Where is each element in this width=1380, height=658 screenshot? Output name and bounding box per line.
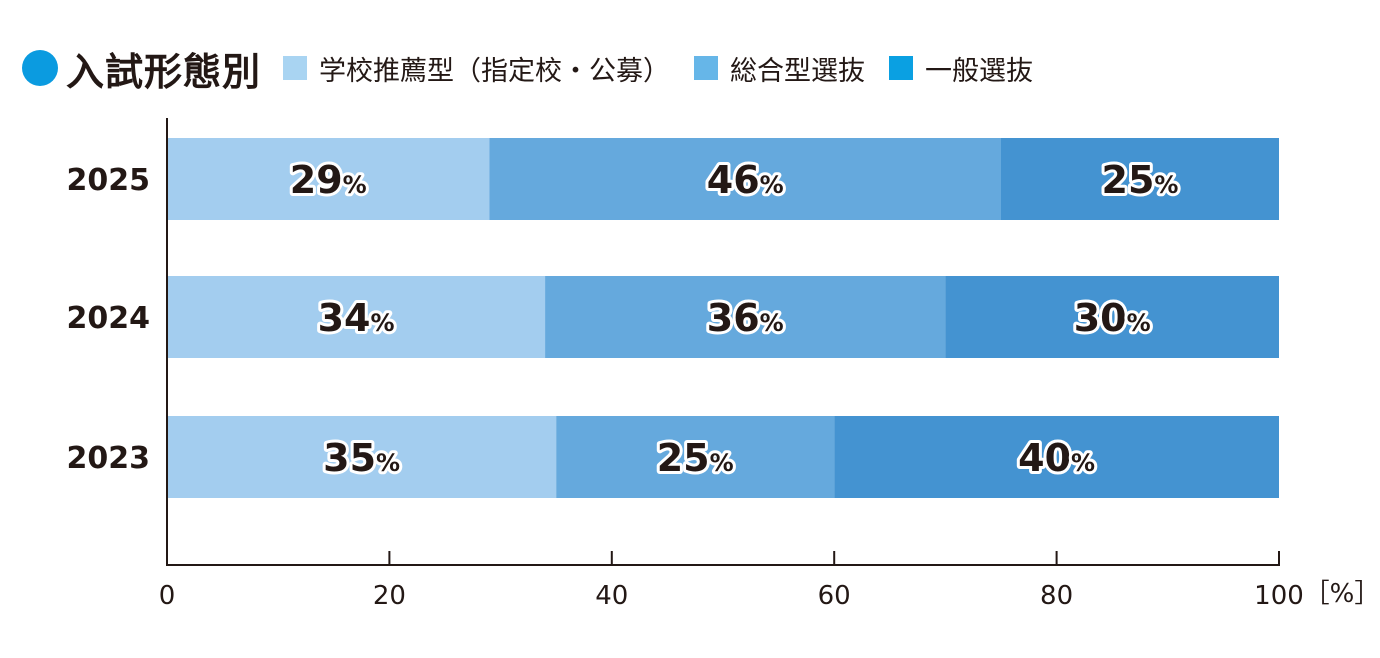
bar-segment [489, 138, 1001, 220]
bar-segment [167, 276, 546, 358]
legend-item-ippan: 一般選抜 [889, 49, 1033, 88]
data-label: 29% [290, 158, 367, 202]
bar-segment [945, 276, 1279, 358]
bar-segment [167, 416, 557, 498]
x-tick-label: 20 [373, 581, 406, 611]
x-tick-label: 100 [1254, 581, 1304, 611]
legend-swatch-suisen [283, 56, 308, 80]
data-label: 36% [707, 296, 784, 340]
y-tick-label: 2024 [67, 301, 151, 336]
legend-swatch-sogo [694, 56, 719, 80]
legend-swatch-ippan [889, 56, 914, 80]
x-tick-label: 60 [818, 581, 851, 611]
data-label: 25% [657, 436, 734, 480]
bar-segment [1001, 138, 1279, 220]
data-label: 25% [1102, 158, 1179, 202]
bar-segment [545, 276, 946, 358]
data-label: 34% [318, 296, 395, 340]
data-label: 40% [1018, 436, 1095, 480]
legend-label-ippan: 一般選抜 [925, 55, 1034, 87]
bar-segment [556, 416, 835, 498]
y-tick-label: 2025 [67, 163, 151, 198]
x-tick-label: 40 [595, 581, 628, 611]
legend-label-sogo: 総合型選抜 [730, 55, 866, 87]
bar-segment [834, 416, 1279, 498]
x-tick-label: 80 [1040, 581, 1073, 611]
chart-title: 入試形態別 [66, 49, 262, 94]
legend: 学校推薦型（指定校・公募） 総合型選抜 一般選抜 [283, 49, 1057, 88]
data-label: 46% [707, 158, 784, 202]
title-bullet-icon [22, 50, 58, 86]
data-label: 30% [1074, 296, 1151, 340]
x-axis-unit: ［%］ [1304, 579, 1380, 609]
chart-header: 入試形態別 学校推薦型（指定校・公募） 総合型選抜 一般選抜 [22, 40, 1057, 96]
bar-segment [167, 138, 490, 220]
y-tick-label: 2023 [67, 441, 151, 476]
legend-item-sogo: 総合型選抜 [694, 49, 865, 88]
x-tick-label: 0 [159, 581, 176, 611]
legend-label-suisen: 学校推薦型（指定校・公募） [319, 55, 671, 87]
data-label: 35% [323, 436, 400, 480]
legend-item-suisen: 学校推薦型（指定校・公募） [283, 49, 670, 88]
